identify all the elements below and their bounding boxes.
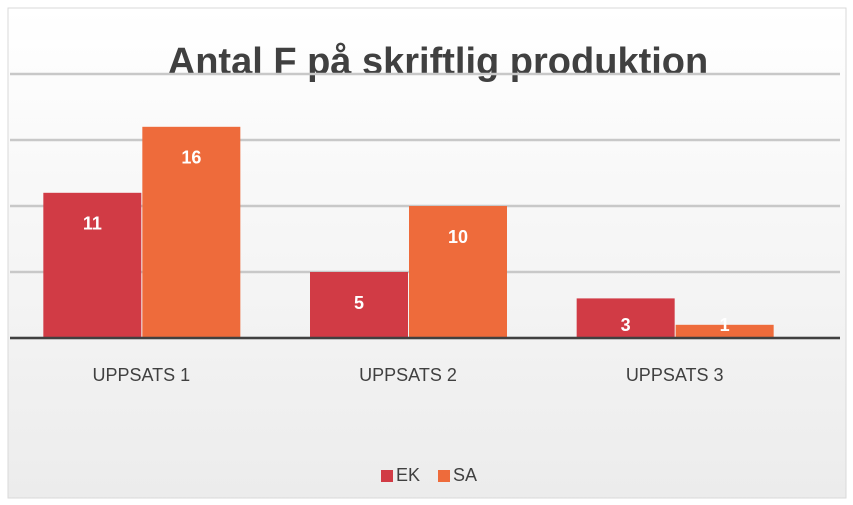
legend-label: SA xyxy=(453,465,477,485)
data-label: 1 xyxy=(720,315,730,335)
bar xyxy=(409,206,507,338)
data-label: 16 xyxy=(181,148,201,168)
legend-swatch xyxy=(381,470,393,482)
x-tick-label: UPPSATS 3 xyxy=(626,365,724,385)
legend-label: EK xyxy=(396,465,420,485)
legend-swatch xyxy=(438,470,450,482)
bar xyxy=(576,298,675,338)
bar xyxy=(43,192,142,338)
bar xyxy=(142,126,241,338)
data-label: 11 xyxy=(83,214,102,234)
data-label: 5 xyxy=(354,293,364,313)
bar xyxy=(310,272,408,338)
bar xyxy=(675,324,774,338)
data-label: 10 xyxy=(448,227,468,247)
chart-title: Antal F på skriftlig produktion xyxy=(168,41,708,83)
x-tick-label: UPPSATS 2 xyxy=(359,365,457,385)
x-tick-label: UPPSATS 1 xyxy=(92,365,190,385)
data-label: 3 xyxy=(621,315,631,335)
